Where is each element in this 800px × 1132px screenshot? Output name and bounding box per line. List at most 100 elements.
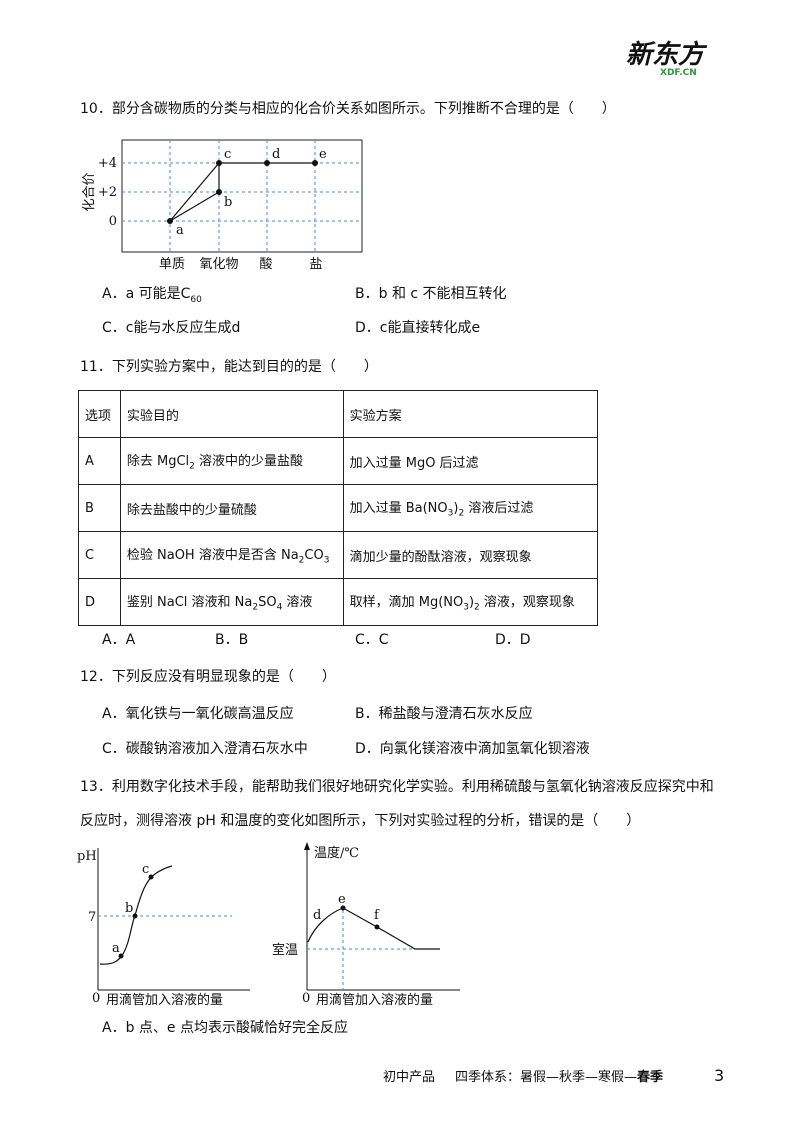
- text-run: B．b 和 c 不能相互转化: [355, 286, 507, 302]
- y-axis-label: 温度/℃: [314, 845, 359, 861]
- option: C．C: [355, 632, 389, 648]
- frame: [121, 139, 363, 253]
- subscript: 2: [252, 602, 259, 613]
- text-run: ): [468, 595, 475, 611]
- footer-system: 四季体系：暑假—秋季—寒假—春季: [455, 1069, 663, 1087]
- option: B．稀盐酸与澄清石灰水反应: [355, 706, 533, 722]
- point: [167, 218, 173, 224]
- text-run: 检验 NaOH 溶液中是否含 Na: [126, 548, 299, 564]
- point-label: d: [272, 147, 280, 162]
- point-label: b: [125, 901, 133, 916]
- text-run: 除去 MgCl: [126, 454, 190, 470]
- text-run: ): [453, 501, 459, 517]
- figure-ph: a b c pH 7 0 用滴管加入溶液的量: [77, 848, 250, 1008]
- point-label: f: [374, 908, 380, 923]
- question-stem: 11．下列实验方案中，能达到目的的是（ ）: [80, 359, 378, 375]
- option: C．c能与水反应生成d: [102, 319, 240, 337]
- point: [216, 189, 222, 195]
- table-cell: 除去 MgCl2 溶液中的少量盐酸: [119, 437, 344, 485]
- x-label: 单质: [159, 257, 185, 272]
- logo-sub: XDF.CN: [660, 68, 697, 78]
- relation-line: [169, 162, 220, 222]
- subscript: 3: [447, 508, 454, 519]
- option: B．B: [215, 632, 249, 648]
- question-stem: 12．下列反应没有明显现象的是（ ）: [80, 669, 336, 685]
- point: [118, 953, 124, 959]
- table-cell: 加入过量 Ba(NO3)2 溶液后过滤: [342, 484, 599, 532]
- subscript: 60: [190, 294, 202, 305]
- x-label: 酸: [259, 257, 272, 272]
- table-cell: 加入过量 MgO 后过滤: [342, 437, 599, 485]
- header-cell: 选项: [78, 390, 121, 438]
- y-tick-label: +4: [98, 156, 117, 171]
- subscript: 2: [474, 602, 480, 613]
- question-stem: 13．利用数字化技术手段，能帮助我们很好地研究化学实验。利用稀硫酸与氢氧化钠溶液…: [80, 779, 714, 795]
- origin: 0: [92, 991, 100, 1006]
- text-run: D: [85, 594, 96, 610]
- table-row: C 检验 NaOH 溶液中是否含 Na2CO3 滴加少量的酚酞溶液，观察现象: [78, 531, 599, 579]
- point-label: b: [224, 195, 232, 210]
- y-tick-label: 0: [109, 214, 117, 229]
- option: D．D: [495, 632, 531, 648]
- footer-season: 春季: [637, 1070, 664, 1085]
- option: A．A: [102, 632, 136, 648]
- table: 选项 实验目的 实验方案 A 除去 MgCl2 溶液中的少量盐酸 加入过量 MgO …: [78, 390, 599, 626]
- point: [216, 160, 222, 166]
- point: [264, 160, 270, 166]
- text-run: SO: [258, 595, 277, 611]
- ph-curve: [99, 865, 173, 965]
- point: [312, 160, 318, 166]
- subscript: 2: [298, 555, 305, 566]
- table-cell: 取样，滴加 Mg(NO3)2 溶液，观察现象: [342, 578, 599, 626]
- x-label: 氧化物: [199, 257, 238, 272]
- text-run: A: [85, 453, 94, 469]
- table-row: A 除去 MgCl2 溶液中的少量盐酸 加入过量 MgO 后过滤: [78, 437, 599, 485]
- footer-system-text: 四季体系：暑假—秋季—寒假—: [455, 1070, 638, 1085]
- logo: 新东方: [626, 40, 705, 70]
- text-run: D．c能直接转化成e: [355, 320, 481, 336]
- text-run: 溶液中的少量盐酸: [194, 454, 304, 470]
- figure-temp: d e f 温度/℃ 室温 0 用滴管加入溶液的量: [272, 842, 460, 1008]
- subscript: 4: [276, 602, 283, 613]
- table-cell: B: [78, 484, 121, 532]
- relation-line: [169, 191, 220, 222]
- text-run: C．c能与水反应生成d: [102, 320, 241, 336]
- question-stem: 10．部分含碳物质的分类与相应的化合价关系如图所示。下列推断不合理的是（ ）: [80, 101, 616, 117]
- text-run: 溶液，观察现象: [479, 595, 575, 611]
- text-run: 溶液: [282, 595, 313, 611]
- text-run: 取样，滴加 Mg(NO: [349, 595, 464, 611]
- point-label: a: [176, 223, 184, 238]
- option: D．c能直接转化成e: [355, 319, 480, 337]
- header-cell: 实验方案: [342, 390, 599, 438]
- temp-curve: [307, 907, 440, 950]
- point-label: d: [313, 908, 321, 923]
- page-number: 3: [714, 1066, 725, 1085]
- points: [167, 160, 318, 224]
- subscript: 3: [323, 555, 330, 566]
- option: B．b 和 c 不能相互转化: [355, 285, 507, 303]
- x-axis-label: 用滴管加入溶液的量: [316, 992, 433, 1008]
- point: [374, 924, 380, 930]
- table-cell: A: [78, 437, 121, 485]
- figure-valence: a b c d e +4 +2 0 化合价 单质 氧化物 酸 盐: [82, 139, 363, 272]
- table-cell: D: [78, 578, 121, 626]
- table-cell: C: [78, 531, 121, 579]
- point-label: e: [319, 147, 327, 162]
- footer-product: 初中产品: [383, 1070, 436, 1085]
- y-mark: 室温: [272, 942, 298, 958]
- table-cell: 检验 NaOH 溶液中是否含 Na2CO3: [119, 531, 344, 579]
- y-axis-label: 化合价: [82, 172, 97, 211]
- table-body: 选项 实验目的 实验方案 A 除去 MgCl2 溶液中的少量盐酸 加入过量 MgO …: [78, 390, 599, 626]
- text-run: 加入过量 Ba(NO: [349, 501, 448, 517]
- point: [148, 874, 154, 880]
- text-run: B: [85, 500, 94, 516]
- text-run: A．a 可能是C: [102, 286, 191, 302]
- table-cell: 除去盐酸中的少量硫酸: [119, 484, 344, 532]
- point-label: c: [142, 862, 149, 877]
- point-label: a: [112, 941, 120, 956]
- subscript: 2: [189, 461, 195, 472]
- x-axis-label: 用滴管加入溶液的量: [106, 992, 223, 1008]
- point: [132, 913, 138, 919]
